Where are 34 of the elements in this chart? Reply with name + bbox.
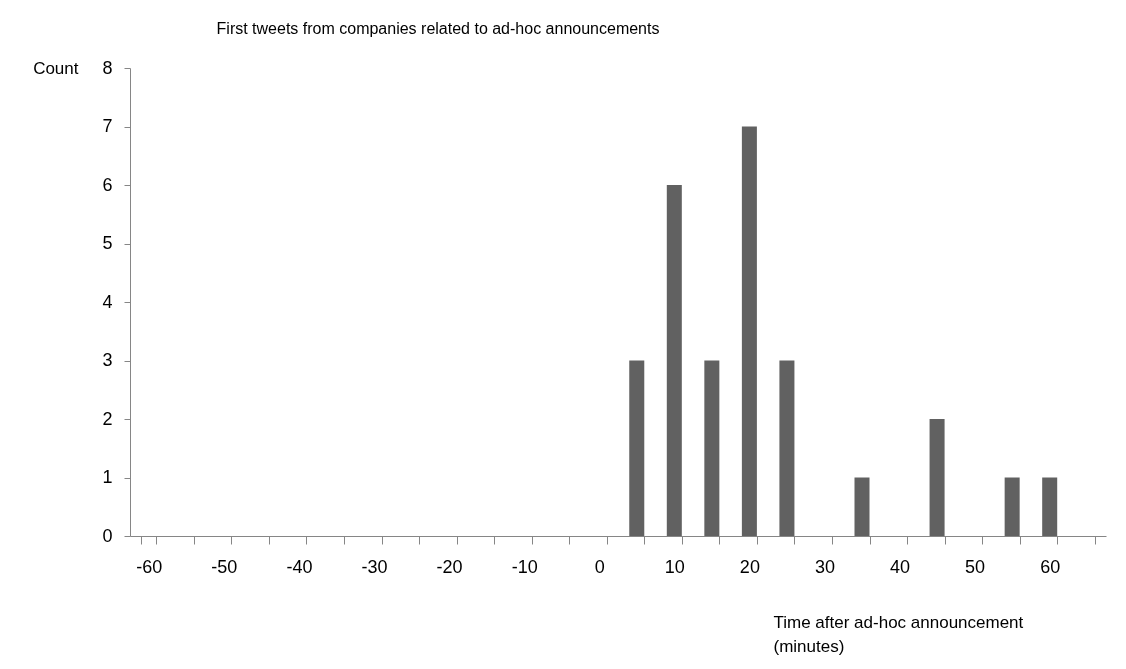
x-tick-label: -20 [436, 556, 463, 577]
y-axis-title: Count [33, 58, 79, 78]
y-tick-label: 5 [102, 233, 113, 253]
x-tick-label: 60 [1040, 556, 1061, 577]
x-tick-label: 20 [739, 556, 760, 577]
bar [779, 360, 795, 536]
y-tick-label: 8 [102, 57, 113, 78]
bar [704, 360, 720, 536]
x-tick-label: -30 [361, 556, 388, 577]
x-tick-label: 10 [664, 556, 685, 577]
y-tick-label: 6 [102, 174, 113, 195]
x-tick-label: -60 [136, 556, 163, 577]
x-tick-label: -50 [211, 556, 238, 577]
bar [741, 126, 757, 536]
y-tick-label: 4 [102, 291, 113, 312]
chart-title: First tweets from companies related to ad-hoc announcements [216, 20, 660, 37]
x-tick-label: 50 [965, 556, 986, 577]
y-tick-label: 2 [102, 408, 113, 429]
y-tick-label: 7 [102, 116, 113, 136]
x-tick-label: 30 [814, 556, 835, 577]
x-tick-label: 0 [594, 556, 605, 577]
bar [666, 185, 682, 536]
x-tick-label: 40 [890, 556, 911, 577]
y-tick-label: 1 [102, 467, 113, 487]
x-axis-title: Time after ad-hoc announcement (minutes) [773, 612, 1024, 656]
bar [629, 360, 645, 536]
bar [854, 477, 870, 536]
bar [1004, 477, 1020, 536]
x-tick-label: -40 [286, 556, 313, 577]
bar [1042, 477, 1058, 536]
x-tick-label: -10 [511, 556, 538, 577]
y-tick-label: 0 [102, 525, 113, 546]
bar [929, 419, 945, 536]
y-tick-label: 3 [102, 350, 113, 370]
